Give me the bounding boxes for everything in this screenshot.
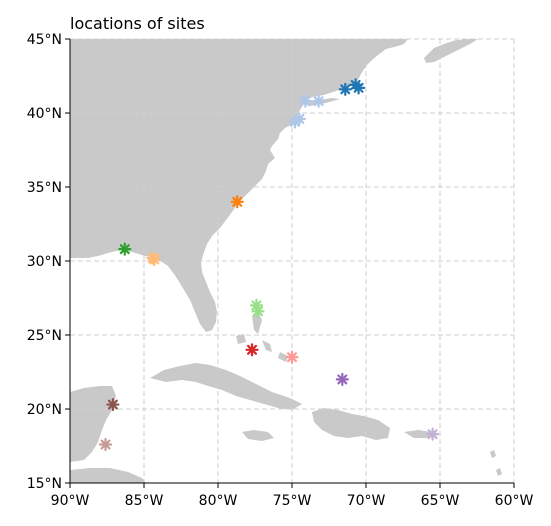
y-axis-ticks: 15°N 20°N 25°N 30°N 35°N 40°N 45°N	[27, 32, 70, 492]
hispaniola-land	[312, 408, 390, 440]
north-america-land	[70, 39, 408, 332]
site-marker	[98, 437, 113, 452]
bahamas-island	[262, 340, 272, 352]
y-tick-label: 35°N	[27, 180, 62, 196]
y-tick-label: 25°N	[27, 328, 62, 344]
yucatan-land	[70, 386, 116, 462]
y-tick-label: 45°N	[27, 32, 62, 48]
site-marker	[106, 397, 120, 412]
site-marker	[251, 304, 265, 318]
y-tick-label: 40°N	[27, 106, 62, 122]
site-marker	[298, 94, 312, 108]
y-tick-label: 20°N	[27, 402, 62, 418]
land-masses	[70, 39, 502, 483]
bahamas-island	[278, 352, 288, 362]
x-tick-label: 90°W	[51, 493, 90, 509]
x-tick-label: 65°W	[421, 493, 460, 509]
x-tick-label: 75°W	[273, 493, 312, 509]
y-tick-label: 30°N	[27, 254, 62, 270]
cuba-land	[150, 363, 302, 410]
central-america-land	[70, 468, 146, 483]
chart-title: locations of sites	[70, 14, 205, 33]
nova-scotia-land	[424, 39, 478, 63]
site-marker	[245, 343, 259, 357]
puerto-rico-land	[404, 430, 432, 438]
x-tick-label: 70°W	[347, 493, 386, 509]
antilles-island	[496, 468, 502, 476]
site-marker	[426, 427, 440, 441]
plot-area	[69, 38, 515, 484]
bahamas-island	[236, 334, 246, 344]
site-marker	[147, 252, 161, 267]
site-marker	[118, 242, 132, 256]
site-markers	[98, 78, 440, 452]
x-tick-label: 80°W	[199, 493, 238, 509]
site-marker	[352, 81, 366, 95]
site-marker	[312, 94, 326, 108]
site-marker	[285, 350, 299, 364]
site-marker	[230, 195, 244, 209]
y-tick-label: 15°N	[27, 476, 62, 492]
x-tick-label: 60°W	[495, 493, 534, 509]
x-axis-ticks: 90°W 85°W 80°W 75°W 70°W 65°W 60°W	[51, 483, 534, 509]
site-marker	[338, 82, 352, 96]
bahamas-island	[252, 312, 262, 334]
site-marker	[288, 115, 302, 129]
site-marker	[335, 372, 349, 386]
antilles-island	[490, 450, 496, 458]
x-tick-label: 85°W	[125, 493, 164, 509]
jamaica-land	[242, 430, 274, 441]
